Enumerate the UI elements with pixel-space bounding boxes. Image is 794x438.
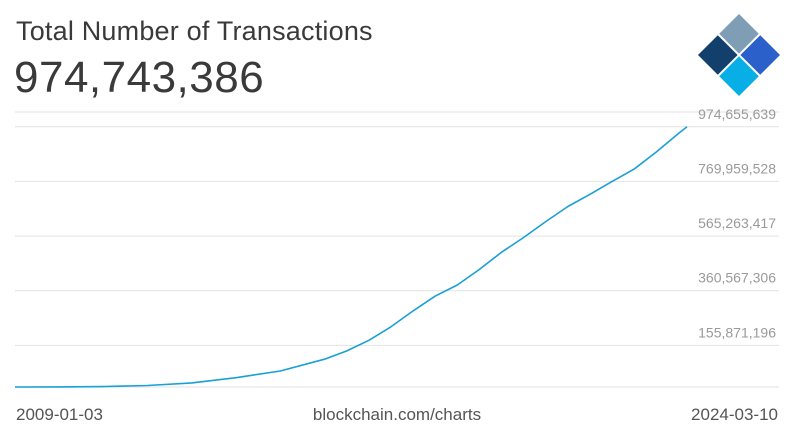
start-date-label: 2009-01-03 bbox=[16, 405, 103, 424]
y-tick-label: 360,567,306 bbox=[698, 270, 776, 286]
y-tick-label: 974,655,639 bbox=[698, 106, 776, 122]
total-value: 974,743,386 bbox=[14, 53, 265, 102]
chart-title: Total Number of Transactions bbox=[16, 16, 373, 46]
series-line bbox=[14, 126, 688, 388]
end-date-label: 2024-03-10 bbox=[691, 405, 778, 424]
y-tick-label: 565,263,417 bbox=[698, 215, 776, 231]
y-tick-label: 769,959,528 bbox=[698, 160, 776, 176]
y-tick-label: 155,871,196 bbox=[698, 324, 776, 340]
blockchain-logo-icon[interactable] bbox=[696, 12, 782, 98]
source-label: blockchain.com/charts bbox=[312, 405, 482, 424]
